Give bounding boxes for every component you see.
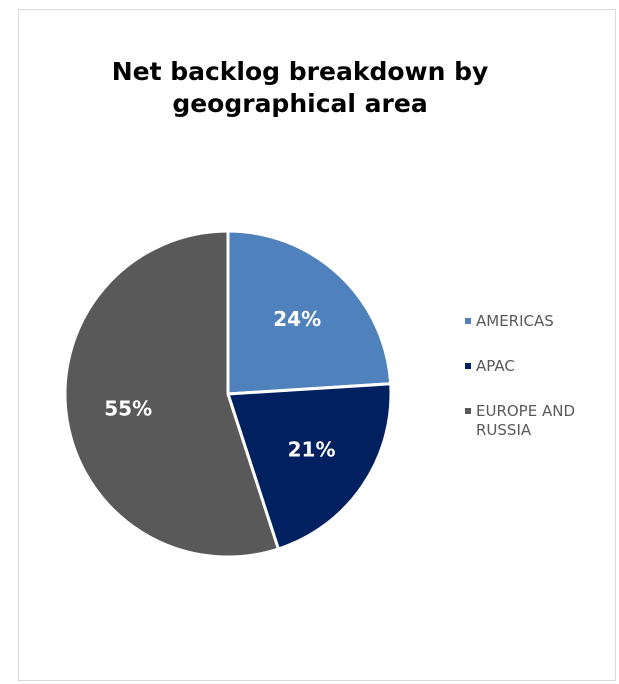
data-label: 24% xyxy=(273,307,321,331)
chart-legend: AMERICAS APAC EUROPE AND RUSSIA xyxy=(465,312,615,466)
legend-item: APAC xyxy=(465,357,615,376)
legend-label: EUROPE AND RUSSIA xyxy=(476,402,576,439)
data-label: 21% xyxy=(288,437,336,461)
pie-slice-americas xyxy=(226,229,393,396)
legend-swatch xyxy=(465,363,471,369)
chart-title: Net backlog breakdown by geographical ar… xyxy=(111,57,489,118)
pie-slice-europe-and-russia xyxy=(63,229,281,559)
legend-swatch xyxy=(465,318,471,324)
pie-labels: 24% 21% 55% xyxy=(104,307,335,461)
data-label: 55% xyxy=(104,396,152,420)
pie-slice-apac xyxy=(225,382,393,551)
legend-label: AMERICAS xyxy=(476,312,554,330)
legend-item: EUROPE AND RUSSIA xyxy=(465,402,611,440)
pie-slices xyxy=(63,229,393,559)
legend-item: AMERICAS xyxy=(465,312,615,331)
legend-swatch xyxy=(465,408,471,414)
legend-label: APAC xyxy=(476,357,515,375)
